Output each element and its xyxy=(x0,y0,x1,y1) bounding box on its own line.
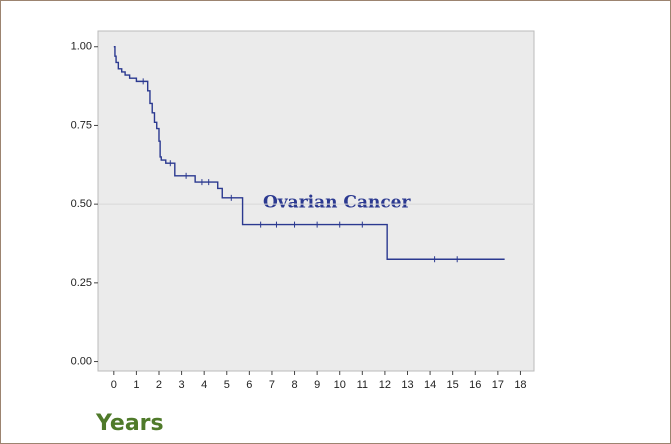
y-tick-label: 0.75 xyxy=(71,119,92,131)
y-tick-label: 0.50 xyxy=(71,198,92,210)
x-tick-label: 3 xyxy=(179,379,185,391)
plot-area xyxy=(97,30,535,372)
x-tick-label: 4 xyxy=(201,379,207,391)
x-tick-label: 10 xyxy=(334,379,346,391)
x-tick-label: 0 xyxy=(111,379,117,391)
x-tick-label: 6 xyxy=(246,379,252,391)
x-tick-label: 5 xyxy=(224,379,230,391)
y-tick-label: 1.00 xyxy=(71,41,92,53)
annotation: Ovarian Cancer xyxy=(263,193,411,213)
x-tick-label: 15 xyxy=(447,379,459,391)
x-tick-label: 13 xyxy=(401,379,413,391)
x-tick-label: 11 xyxy=(357,379,368,391)
x-tick-label: 14 xyxy=(424,379,436,391)
x-tick-label: 12 xyxy=(379,379,391,391)
x-axis-label: Years xyxy=(95,411,164,436)
y-tick-label: 0.00 xyxy=(71,355,92,367)
x-tick-label: 18 xyxy=(514,379,526,391)
x-tick-label: 1 xyxy=(133,379,139,391)
x-tick-label: 8 xyxy=(291,379,297,391)
x-tick-label: 7 xyxy=(269,379,275,391)
x-tick-label: 9 xyxy=(314,379,320,391)
x-tick-label: 17 xyxy=(492,379,504,391)
x-tick-label: 2 xyxy=(156,379,162,391)
survival-curve xyxy=(113,46,505,260)
y-tick-label: 0.25 xyxy=(71,277,92,289)
x-tick-label: 16 xyxy=(469,379,481,391)
